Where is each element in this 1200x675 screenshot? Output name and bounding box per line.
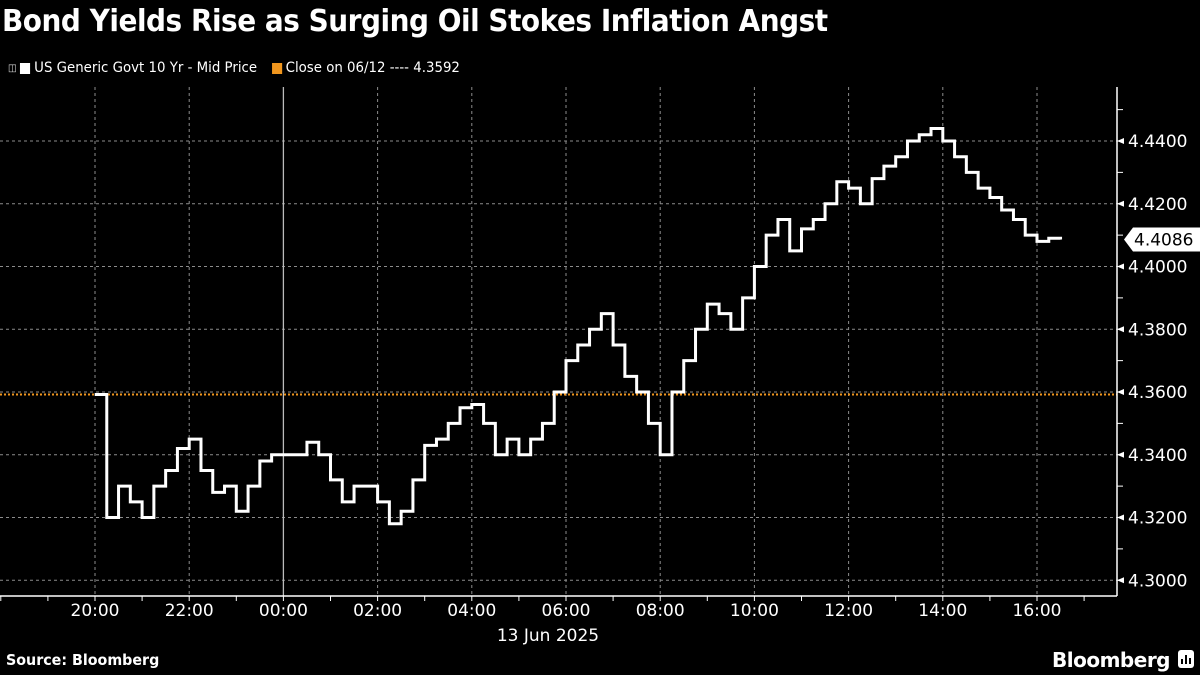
legend-label: Close on 06/12 ---- 4.3592 (285, 60, 460, 76)
legend-pin-icon: ◫ (8, 62, 17, 74)
svg-text:4.4000: 4.4000 (1128, 258, 1187, 278)
svg-text:4.3600: 4.3600 (1128, 383, 1187, 403)
svg-text:10:00: 10:00 (730, 601, 779, 621)
legend-swatch-white (20, 62, 31, 74)
svg-text:14:00: 14:00 (918, 601, 967, 621)
legend-swatch-orange (271, 62, 282, 74)
svg-text:08:00: 08:00 (636, 601, 685, 621)
x-axis-labels: 20:00 22:00 00:00 02:00 04:00 06:00 08:00 10:00… (71, 601, 1062, 621)
svg-text:06:00: 06:00 (542, 601, 591, 621)
svg-text:04:00: 04:00 (447, 601, 496, 621)
y-axis-labels: 4.3000 4.3200 4.3400 4.3600 4.3800 4.4000 4.42… (1117, 132, 1187, 591)
svg-text:4.4086: 4.4086 (1134, 231, 1193, 251)
svg-text:4.3200: 4.3200 (1128, 509, 1187, 529)
svg-text:4.3000: 4.3000 (1128, 571, 1187, 591)
gridlines (0, 87, 1117, 596)
svg-text:4.3800: 4.3800 (1128, 320, 1187, 340)
svg-text:00:00: 00:00 (259, 601, 308, 621)
legend-label: US Generic Govt 10 Yr - Mid Price (34, 60, 258, 76)
chart-title: Bond Yields Rise as Surging Oil Stokes I… (2, 4, 828, 39)
svg-text:22:00: 22:00 (165, 601, 214, 621)
svg-text:4.4200: 4.4200 (1128, 195, 1187, 215)
svg-text:4.3400: 4.3400 (1128, 446, 1187, 466)
svg-text:02:00: 02:00 (353, 601, 402, 621)
svg-text:20:00: 20:00 (71, 601, 120, 621)
legend-item-yield: US Generic Govt 10 Yr - Mid Price (20, 60, 257, 76)
source-note: Source: Bloomberg (6, 651, 160, 669)
svg-text:12:00: 12:00 (824, 601, 873, 621)
brand-logo-text: Bloomberg (1052, 648, 1170, 672)
x-axis-date-label: 13 Jun 2025 (497, 626, 599, 646)
svg-text:4.4400: 4.4400 (1128, 132, 1187, 152)
yield-series-line (95, 126, 1063, 526)
legend: ◫ US Generic Govt 10 Yr - Mid Price Clos… (8, 60, 469, 76)
legend-item-close: Close on 06/12 ---- 4.3592 (271, 60, 460, 76)
axes (0, 87, 1123, 601)
svg-text:16:00: 16:00 (1013, 601, 1062, 621)
last-value-marker: 4.4086 (1124, 227, 1200, 252)
bloomberg-logo-icon (1178, 650, 1194, 668)
